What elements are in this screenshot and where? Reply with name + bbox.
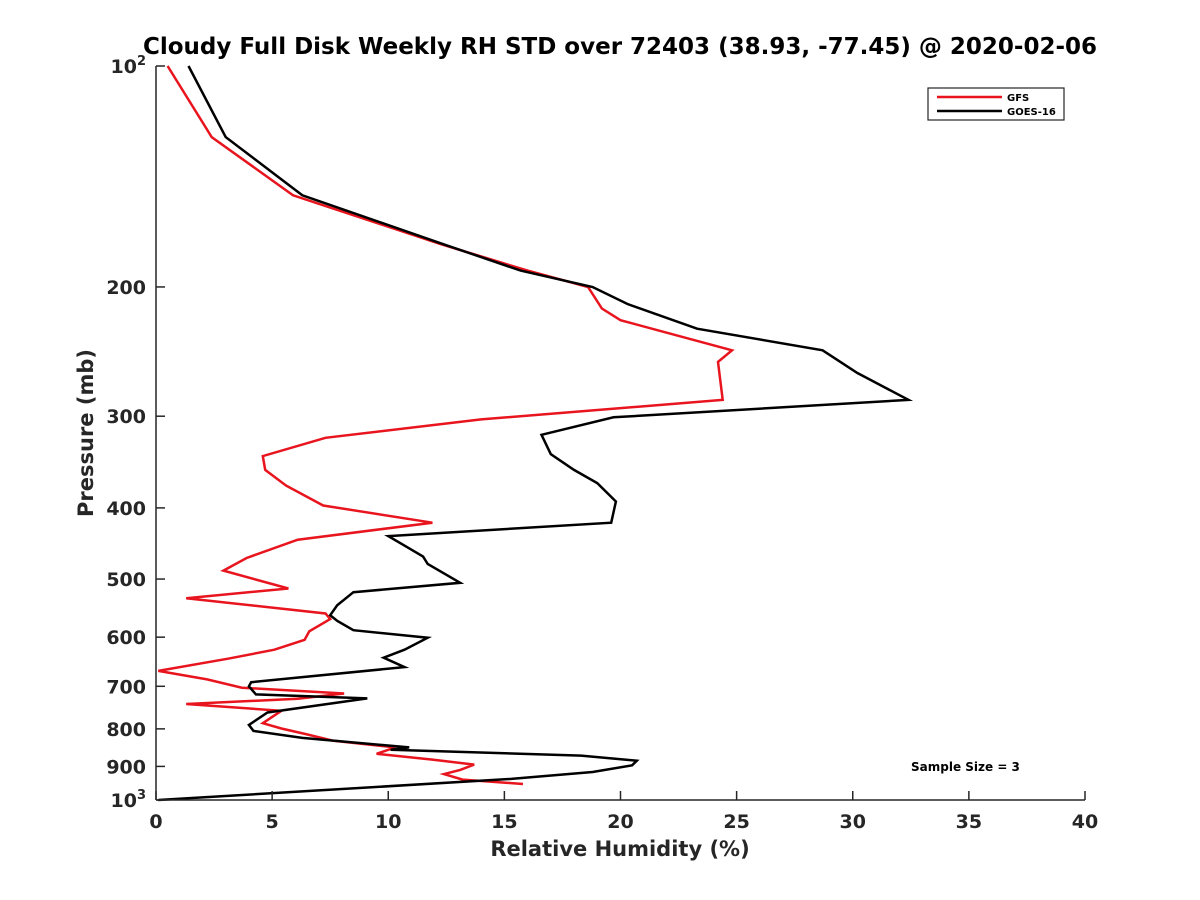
series-line-gfs xyxy=(158,65,735,786)
x-tick-label: 35 xyxy=(956,811,982,833)
x-tick-label: 0 xyxy=(149,811,162,833)
legend-label-goes16: GOES-16 xyxy=(1007,107,1056,118)
x-tick-label: 15 xyxy=(491,811,517,833)
legend-box xyxy=(927,87,1065,121)
y-tick-label: 200 xyxy=(106,277,146,299)
x-tick-label: 40 xyxy=(1072,811,1098,833)
x-tick-label: 5 xyxy=(266,811,279,833)
y-tick-label: 600 xyxy=(106,627,146,649)
y-tick-label: 102 xyxy=(111,54,147,78)
y-tick-label: 300 xyxy=(106,406,146,428)
x-tick-label: 20 xyxy=(607,811,633,833)
series-layer xyxy=(158,65,914,802)
y-tick-label: 700 xyxy=(106,676,146,698)
chart-title: Cloudy Full Disk Weekly RH STD over 7240… xyxy=(143,34,1097,60)
y-tick-label: 103 xyxy=(111,788,147,812)
x-tick-label: 10 xyxy=(375,811,401,833)
legend-label-gfs: GFS xyxy=(1007,93,1029,104)
x-axis-title: Relative Humidity (%) xyxy=(490,837,749,861)
sample-size-annotation: Sample Size = 3 xyxy=(911,760,1020,774)
x-ticks: 0 5 10 15 20 25 30 35 40 xyxy=(149,791,1098,833)
y-axis-title: Pressure (mb) xyxy=(74,349,98,517)
y-tick-label: 500 xyxy=(106,569,146,591)
y-tick-label: 900 xyxy=(106,756,146,778)
series-line-goes16 xyxy=(158,65,914,802)
y-ticks: 102 200 300 400 500 600 700 800 900 103 xyxy=(106,54,165,812)
y-tick-label: 800 xyxy=(106,719,146,741)
x-tick-label: 30 xyxy=(840,811,866,833)
x-tick-label: 25 xyxy=(723,811,749,833)
y-tick-label: 400 xyxy=(106,498,146,520)
legend: GFS GOES-16 xyxy=(927,87,1065,121)
